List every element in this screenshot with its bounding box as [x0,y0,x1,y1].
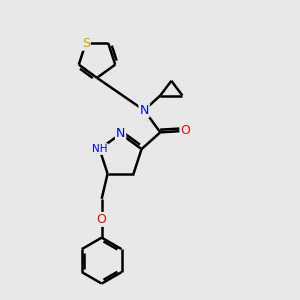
Text: NH: NH [92,144,107,154]
Text: O: O [97,213,106,226]
Text: N: N [140,104,149,117]
Text: S: S [82,37,90,50]
Text: N: N [116,127,125,140]
Text: O: O [180,124,190,137]
